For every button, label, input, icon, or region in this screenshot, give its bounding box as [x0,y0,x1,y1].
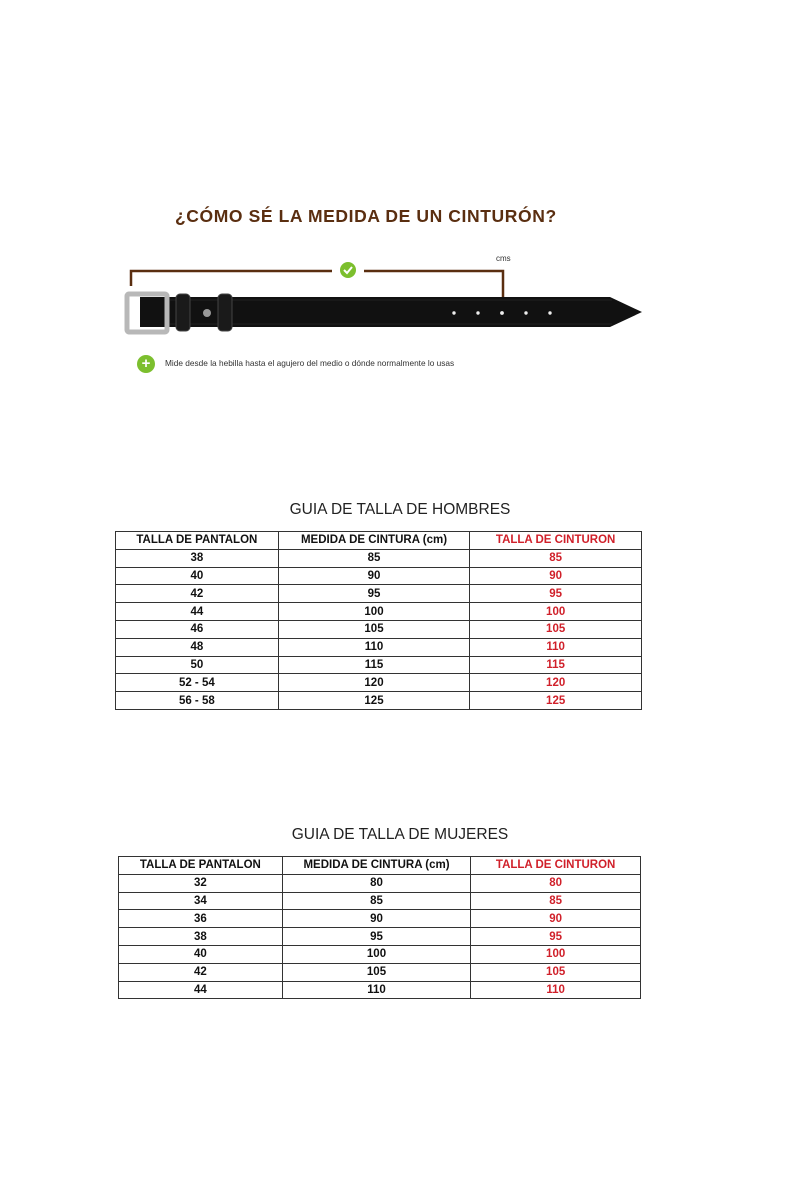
table-row: 44 100 100 [115,602,642,621]
cell-waist: 90 [281,909,472,929]
belt-illustration [124,262,642,335]
men-size-table: TALLA DE PANTALON MEDIDA DE CINTURA (cm)… [115,531,642,710]
header-pants-size: TALLA DE PANTALON [115,531,279,550]
cell-waist: 90 [277,566,471,586]
unit-label: cms [496,254,511,263]
header-belt-size: TALLA DE CINTURON [470,856,641,875]
cell-waist: 110 [277,637,471,657]
table-row: 40 100 100 [118,944,641,964]
cell-belt-size: 95 [469,584,642,604]
cell-belt-size: 100 [469,602,642,621]
table-header: TALLA DE PANTALON MEDIDA DE CINTURA (cm)… [115,531,642,550]
check-icon [340,262,356,278]
table-row: 42 105 105 [118,962,641,982]
cell-pants-size: 44 [115,602,279,621]
cell-belt-size: 110 [469,637,642,657]
cell-pants-size: 56 - 58 [115,691,279,710]
men-table-title: GUIA DE TALLA DE HOMBRES [289,501,511,518]
cell-pants-size: 42 [118,962,283,982]
table-row: 44 110 110 [118,980,641,1000]
cell-waist: 100 [281,944,472,964]
cell-pants-size: 44 [118,980,283,1000]
cell-belt-size: 110 [470,980,641,1000]
women-size-table: TALLA DE PANTALON MEDIDA DE CINTURA (cm)… [118,856,641,1000]
instruction-text: Mide desde la hebilla hasta el agujero d… [165,358,455,368]
table-row: 32 80 80 [118,873,641,893]
cell-waist: 115 [277,655,471,675]
women-table-title: GUIA DE TALLA DE MUJERES [291,826,509,843]
cell-belt-size: 90 [470,909,641,929]
cell-pants-size: 38 [115,548,279,568]
cell-pants-size: 42 [115,584,279,604]
cell-belt-size: 95 [470,927,641,946]
cell-belt-size: 80 [470,873,641,893]
cell-waist: 85 [277,548,471,568]
cell-waist: 105 [281,962,472,982]
table-row: 50 115 115 [115,655,642,675]
cell-pants-size: 46 [115,619,279,639]
table-header: TALLA DE PANTALON MEDIDA DE CINTURA (cm)… [118,856,641,875]
table-row: 56 - 58 125 125 [115,691,642,710]
table-row: 38 85 85 [115,548,642,568]
table-row: 52 - 54 120 120 [115,673,642,693]
cell-pants-size: 38 [118,927,283,946]
table-row: 38 95 95 [118,927,641,946]
header-waist: MEDIDA DE CINTURA (cm) [277,531,471,550]
cell-waist: 125 [277,691,471,710]
cell-waist: 95 [281,927,472,946]
cell-belt-size: 85 [470,891,641,911]
cell-pants-size: 34 [118,891,283,911]
header-pants-size: TALLA DE PANTALON [118,856,283,875]
table-row: 46 105 105 [115,619,642,639]
cell-waist: 80 [281,873,472,893]
cell-belt-size: 115 [469,655,642,675]
table-row: 42 95 95 [115,584,642,604]
cell-waist: 95 [277,584,471,604]
cell-pants-size: 32 [118,873,283,893]
cell-pants-size: 36 [118,909,283,929]
cell-belt-size: 85 [469,548,642,568]
cell-waist: 110 [281,980,472,1000]
cell-waist: 85 [281,891,472,911]
cell-pants-size: 40 [115,566,279,586]
cell-waist: 100 [277,602,471,621]
table-row: 40 90 90 [115,566,642,586]
buckle [124,291,170,335]
belt-holes [452,311,552,315]
cell-waist: 120 [277,673,471,693]
cell-pants-size: 48 [115,637,279,657]
cell-belt-size: 90 [469,566,642,586]
cell-pants-size: 50 [115,655,279,675]
cell-belt-size: 105 [470,962,641,982]
belt-strap [140,297,642,327]
cell-pants-size: 40 [118,944,283,964]
header-belt-size: TALLA DE CINTURON [469,531,642,550]
cell-waist: 105 [277,619,471,639]
measure-bracket [129,269,505,300]
cell-belt-size: 100 [470,944,641,964]
header-waist: MEDIDA DE CINTURA (cm) [281,856,472,875]
table-row: 48 110 110 [115,637,642,657]
table-row: 36 90 90 [118,909,641,929]
cell-belt-size: 105 [469,619,642,639]
plus-icon: + [137,355,155,373]
cell-belt-size: 125 [469,691,642,710]
infographic-title: ¿CÓMO SÉ LA MEDIDA DE UN CINTURÓN? [175,206,557,226]
table-row: 34 85 85 [118,891,641,911]
cell-belt-size: 120 [469,673,642,693]
cell-pants-size: 52 - 54 [115,673,279,693]
